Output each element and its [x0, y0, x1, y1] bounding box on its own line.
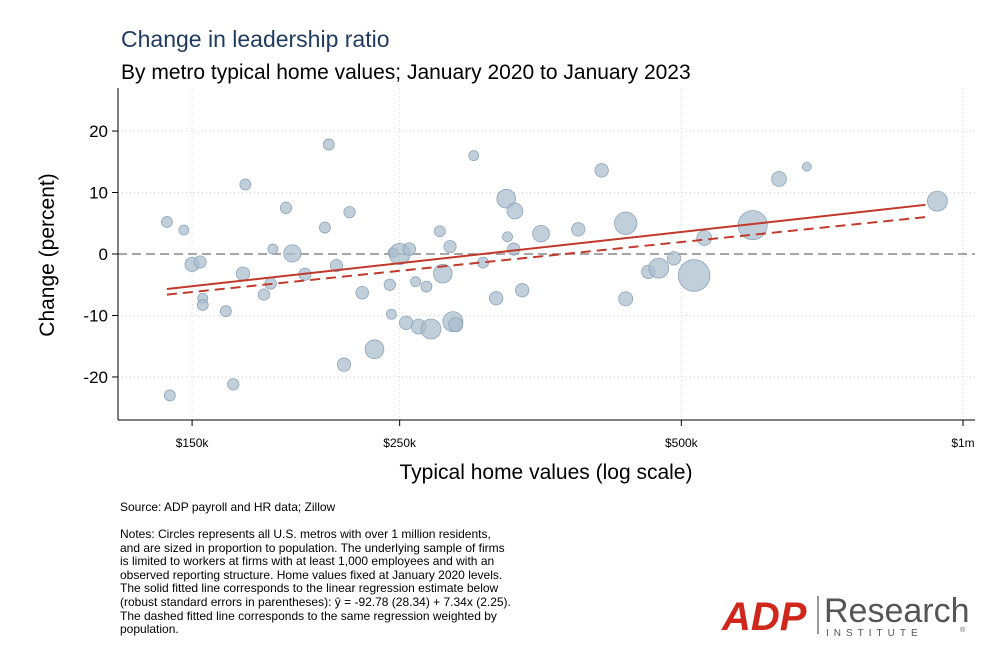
- data-point: [386, 308, 397, 320]
- data-point: [677, 259, 711, 292]
- data-point: [443, 240, 457, 254]
- logo-registered-mark: ®: [960, 626, 966, 634]
- data-point: [532, 224, 550, 243]
- data-point: [433, 263, 453, 284]
- data-point: [364, 339, 385, 360]
- data-point: [594, 163, 609, 178]
- source-note: Source: ADP payroll and HR data; Zillow: [120, 500, 336, 514]
- y-tick-label: 10: [89, 184, 108, 203]
- data-point: [614, 211, 638, 235]
- chart-subtitle: By metro typical home values; January 20…: [121, 61, 691, 84]
- data-point: [420, 280, 433, 293]
- x-tick-label: $500k: [665, 436, 699, 450]
- y-tick-label: 0: [99, 245, 108, 264]
- data-point: [496, 188, 517, 209]
- x-tick-label: $150k: [176, 436, 210, 450]
- data-point: [267, 243, 279, 255]
- data-point: [801, 161, 812, 172]
- x-tick-label: $250k: [383, 436, 417, 450]
- logo-brand: ADP: [721, 595, 807, 639]
- data-point: [771, 171, 787, 187]
- data-point: [696, 230, 713, 246]
- data-point: [343, 206, 356, 219]
- data-point: [329, 259, 344, 273]
- adp-research-institute-logo: ADP Research INSTITUTE ®: [721, 592, 968, 639]
- data-point: [927, 190, 948, 212]
- y-tick-label: 20: [89, 122, 108, 141]
- data-point: [257, 288, 271, 301]
- data-point: [648, 257, 670, 279]
- data-point: [571, 222, 586, 237]
- data-point: [410, 276, 422, 288]
- data-point: [279, 201, 293, 214]
- y-tick-label: -10: [83, 306, 108, 325]
- data-point: [161, 216, 173, 228]
- scatter-plot: -20 -10 0 10 20 $150k $250k $500k $1m Change (pe…: [36, 88, 975, 484]
- data-point: [666, 251, 682, 266]
- data-point: [515, 283, 530, 298]
- fit-line-solid: [166, 203, 926, 291]
- data-point: [235, 266, 251, 281]
- data-point: [433, 225, 446, 238]
- data-point: [319, 221, 331, 234]
- logo-tagline: INSTITUTE: [826, 628, 923, 639]
- data-point: [399, 315, 414, 330]
- data-point: [283, 244, 302, 263]
- data-point: [506, 202, 524, 220]
- data-point: [420, 318, 442, 340]
- data-point: [402, 242, 417, 256]
- data-point: [196, 299, 209, 311]
- data-point: [193, 255, 207, 269]
- x-tick-label: $1m: [951, 436, 974, 450]
- data-point: [227, 378, 240, 391]
- data-point: [383, 278, 396, 291]
- y-tick-label: -20: [83, 368, 108, 387]
- chart-title: Change in leadership ratio: [121, 26, 390, 52]
- data-point: [502, 231, 513, 243]
- data-point: [468, 150, 480, 162]
- data-point: [239, 178, 252, 191]
- gridlines: [118, 88, 975, 420]
- data-points: [161, 138, 948, 402]
- axis-ticks: -20 -10 0 10 20 $150k $250k $500k $1m: [83, 122, 974, 450]
- data-point: [336, 357, 352, 372]
- fitted-lines: [166, 203, 926, 296]
- x-axis-title: Typical home values (log scale): [400, 461, 693, 484]
- logo-name: Research: [824, 592, 968, 630]
- data-point: [219, 305, 232, 318]
- data-point: [489, 291, 504, 306]
- data-point: [178, 224, 190, 236]
- notes-text: Notes: Circles represents all U.S. metro…: [120, 527, 511, 637]
- data-point: [618, 291, 634, 307]
- data-point: [163, 389, 176, 402]
- data-point: [448, 317, 464, 333]
- y-axis-title: Change (percent): [36, 173, 59, 336]
- data-point: [355, 286, 369, 300]
- data-point: [322, 138, 335, 151]
